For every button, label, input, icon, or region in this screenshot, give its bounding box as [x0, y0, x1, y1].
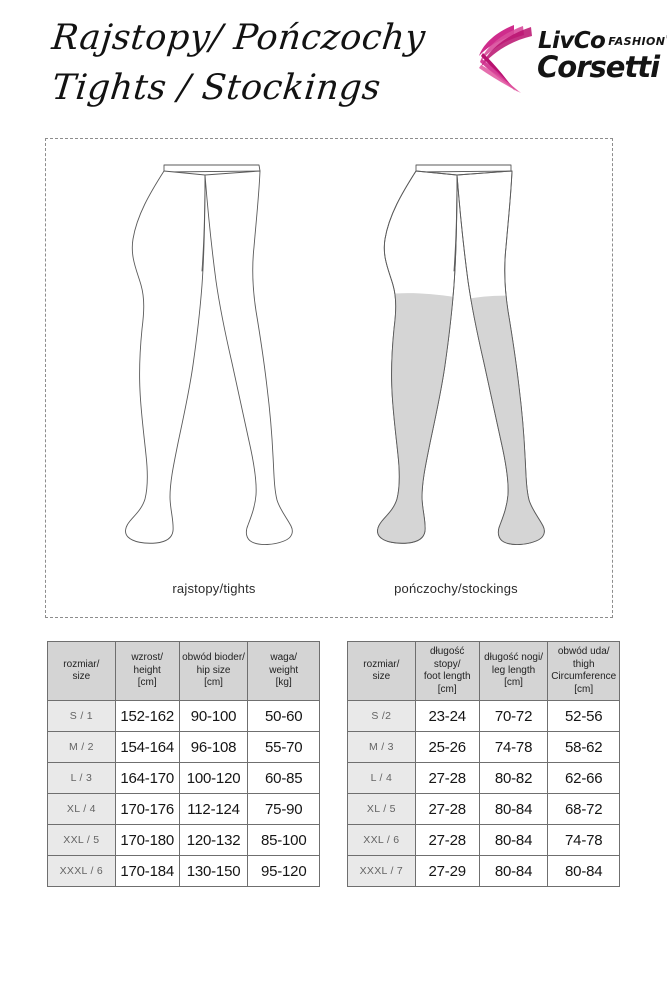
cell-weight: 60-85 — [247, 762, 320, 794]
table-row: XL / 5 27-28 80-84 68-72 — [347, 793, 620, 825]
cell-height: 170-180 — [114, 824, 180, 856]
table-row: XXXL / 7 27-29 80-84 80-84 — [347, 855, 620, 887]
table-row: XXXL / 6 170-184 130-150 95-120 — [47, 855, 320, 887]
col-header-thigh-circumference: obwód uda/ thigh Circumference [cm] — [547, 641, 620, 701]
cell-leg-length: 74-78 — [478, 731, 549, 763]
cell-leg-length: 80-84 — [478, 855, 549, 887]
cell-hip: 112-124 — [178, 793, 249, 825]
cell-hip: 130-150 — [178, 855, 249, 887]
cell-weight: 75-90 — [247, 793, 320, 825]
cell-foot-length: 25-26 — [414, 731, 480, 763]
cell-size: XXL / 6 — [347, 824, 416, 856]
page-header: Rajstopy/ Pończochy Tights / Stockings L… — [0, 0, 667, 130]
cell-leg-length: 80-84 — [478, 824, 549, 856]
tights-figure — [104, 153, 324, 573]
cell-hip: 120-132 — [178, 824, 249, 856]
cell-weight: 95-120 — [247, 855, 320, 887]
cell-height: 170-176 — [114, 793, 180, 825]
cell-size: XXXL / 6 — [47, 855, 116, 887]
col-header-foot-length: długość stopy/ foot length [cm] — [414, 641, 480, 701]
cell-foot-length: 27-28 — [414, 793, 480, 825]
brand-tag-fashion: FASHION — [608, 35, 666, 48]
col-header-leg-length: długość nogi/ leg length [cm] — [478, 641, 549, 701]
table-header-row: rozmiar/ size długość stopy/ foot length… — [347, 641, 620, 701]
tights-size-table: rozmiar/ size wzrost/ height [cm] obwód … — [47, 641, 320, 887]
cell-thigh: 58-62 — [547, 731, 620, 763]
registered-mark-icon: ® — [665, 34, 667, 41]
cell-foot-length: 23-24 — [414, 700, 480, 732]
cell-height: 164-170 — [114, 762, 180, 794]
cell-leg-length: 70-72 — [478, 700, 549, 732]
page-title: Rajstopy/ Pończochy Tights / Stockings — [49, 14, 472, 112]
table-row: M / 3 25-26 74-78 58-62 — [347, 731, 620, 763]
cell-size: XXL / 5 — [47, 824, 116, 856]
table-row: S / 1 152-162 90-100 50-60 — [47, 700, 320, 732]
cell-size: S / 1 — [47, 700, 116, 732]
cell-height: 170-184 — [114, 855, 180, 887]
cell-weight: 85-100 — [247, 824, 320, 856]
caption-tights: rajstopy/tights — [172, 581, 256, 596]
table-row: S /2 23-24 70-72 52-56 — [347, 700, 620, 732]
stockings-figure — [356, 153, 576, 573]
livco-swoosh-icon — [474, 22, 546, 94]
col-header-height: wzrost/ height [cm] — [114, 641, 180, 701]
cell-foot-length: 27-28 — [414, 824, 480, 856]
cell-size: M / 2 — [47, 731, 116, 763]
cell-weight: 50-60 — [247, 700, 320, 732]
table-row: XXL / 5 170-180 120-132 85-100 — [47, 824, 320, 856]
brand-name-livco: LivCo — [538, 28, 606, 54]
table-row: XXL / 6 27-28 80-84 74-78 — [347, 824, 620, 856]
cell-thigh: 74-78 — [547, 824, 620, 856]
cell-hip: 90-100 — [178, 700, 249, 732]
cell-thigh: 62-66 — [547, 762, 620, 794]
cell-hip: 96-108 — [178, 731, 249, 763]
col-header-size: rozmiar/ size — [347, 641, 416, 701]
cell-size: L / 4 — [347, 762, 416, 794]
cell-leg-length: 80-84 — [478, 793, 549, 825]
col-header-weight: waga/ weight [kg] — [247, 641, 320, 701]
brand-name-corsetti: Corsetti — [537, 50, 660, 84]
page-title-line-english: Tights / Stockings — [49, 68, 383, 108]
cell-hip: 100-120 — [178, 762, 249, 794]
cell-size: XL / 5 — [347, 793, 416, 825]
stockings-size-table: rozmiar/ size długość stopy/ foot length… — [347, 641, 620, 887]
table-row: L / 3 164-170 100-120 60-85 — [47, 762, 320, 794]
cell-size: XXXL / 7 — [347, 855, 416, 887]
table-row: M / 2 154-164 96-108 55-70 — [47, 731, 320, 763]
cell-size: XL / 4 — [47, 793, 116, 825]
cell-height: 152-162 — [114, 700, 180, 732]
caption-stockings: pończochy/stockings — [394, 581, 518, 596]
cell-thigh: 80-84 — [547, 855, 620, 887]
table-row: XL / 4 170-176 112-124 75-90 — [47, 793, 320, 825]
cell-size: L / 3 — [47, 762, 116, 794]
cell-foot-length: 27-28 — [414, 762, 480, 794]
cell-thigh: 52-56 — [547, 700, 620, 732]
table-header-row: rozmiar/ size wzrost/ height [cm] obwód … — [47, 641, 320, 701]
stocking-shading-far-leg — [377, 293, 457, 544]
cell-foot-length: 27-29 — [414, 855, 480, 887]
cell-weight: 55-70 — [247, 731, 320, 763]
cell-size: M / 3 — [347, 731, 416, 763]
page-title-line-polish: Rajstopy/ Pończochy — [49, 18, 428, 58]
table-row: L / 4 27-28 80-82 62-66 — [347, 762, 620, 794]
cell-height: 154-164 — [114, 731, 180, 763]
col-header-size: rozmiar/ size — [47, 641, 116, 701]
col-header-hip-size: obwód bioder/ hip size [cm] — [178, 641, 249, 701]
illustration-panel: rajstopy/tights pończochy/stockings — [45, 138, 613, 618]
cell-leg-length: 80-82 — [478, 762, 549, 794]
stocking-shading-near-leg — [457, 295, 545, 545]
cell-size: S /2 — [347, 700, 416, 732]
cell-thigh: 68-72 — [547, 793, 620, 825]
